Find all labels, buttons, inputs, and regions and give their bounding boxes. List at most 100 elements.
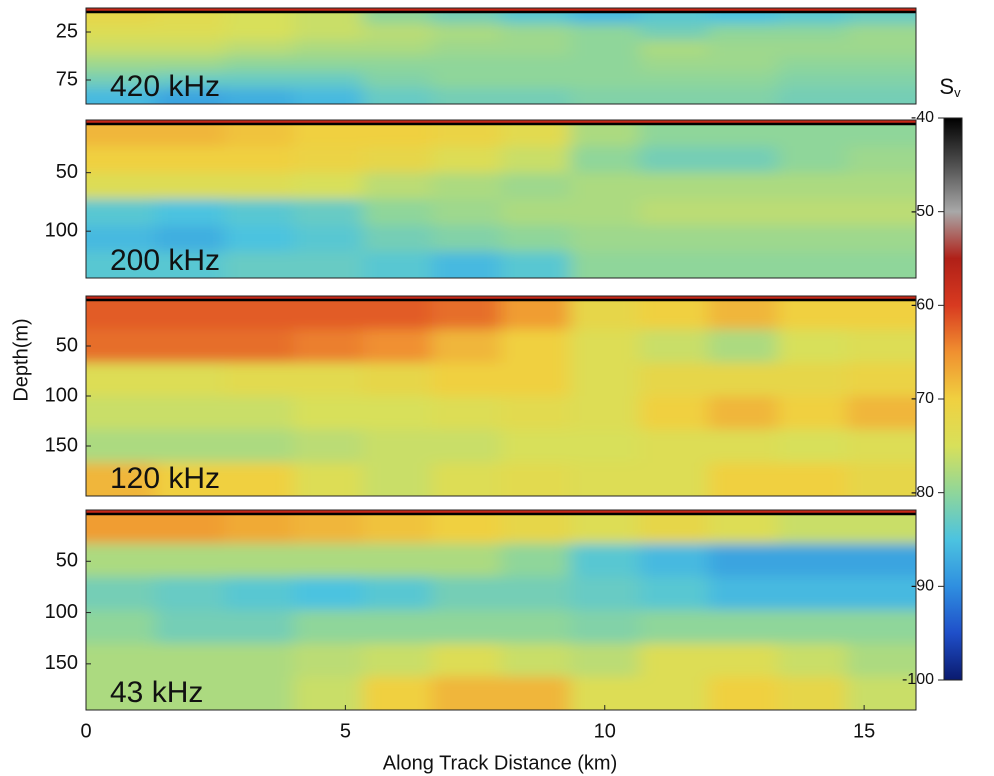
heatmap-cell bbox=[86, 296, 156, 330]
heatmap-cell bbox=[846, 676, 916, 710]
heatmap-cell bbox=[155, 329, 225, 364]
heatmap-cell bbox=[362, 146, 433, 174]
heatmap-cell bbox=[708, 329, 779, 364]
heatmap bbox=[86, 510, 916, 710]
heatmap-cell bbox=[431, 362, 502, 397]
heatmap-cell bbox=[224, 576, 294, 611]
panel-label: 120 kHz bbox=[110, 462, 220, 495]
heatmap-cell bbox=[846, 510, 916, 544]
heatmap-cell bbox=[777, 56, 848, 73]
heatmap-cell bbox=[86, 24, 156, 41]
heatmap-cell bbox=[431, 88, 502, 104]
heatmap-cell bbox=[362, 676, 433, 710]
heatmap-cell bbox=[570, 396, 640, 430]
heatmap-cell bbox=[362, 362, 433, 397]
heatmap-cell bbox=[639, 576, 709, 611]
heatmap-cell bbox=[293, 643, 364, 678]
heatmap-cell bbox=[639, 146, 709, 174]
heatmap-cell bbox=[86, 610, 156, 644]
heatmap-cell bbox=[846, 251, 916, 278]
heatmap-cell bbox=[501, 225, 571, 253]
heatmap-cell bbox=[431, 429, 502, 464]
panel-label: 43 kHz bbox=[110, 676, 203, 709]
heatmap-cell bbox=[362, 429, 433, 464]
heatmap-cell bbox=[293, 462, 364, 496]
heatmap-cell bbox=[639, 543, 709, 578]
colorbar-label: Sv bbox=[939, 74, 961, 101]
heatmap-cell bbox=[846, 225, 916, 253]
heatmap-cell bbox=[639, 643, 709, 678]
heatmap-cell bbox=[639, 610, 709, 644]
heatmap-cell bbox=[501, 172, 571, 200]
x-tick-label: 15 bbox=[853, 720, 875, 742]
heatmap-cell bbox=[224, 462, 294, 496]
heatmap-cell bbox=[431, 329, 502, 364]
heatmap-cell bbox=[501, 610, 571, 644]
heatmap-cell bbox=[777, 643, 848, 678]
heatmap-cell bbox=[708, 510, 779, 544]
heatmap-cell bbox=[777, 88, 848, 104]
heatmap-cell bbox=[777, 225, 848, 253]
heatmap-cell bbox=[846, 56, 916, 73]
heatmap-cell bbox=[639, 429, 709, 464]
heatmap-cell bbox=[431, 543, 502, 578]
heatmap-cell bbox=[293, 576, 364, 611]
heatmap-cell bbox=[155, 199, 225, 226]
heatmap-cell bbox=[639, 40, 709, 57]
heatmap-cell bbox=[501, 146, 571, 174]
heatmap-cell bbox=[846, 429, 916, 464]
heatmap-cell bbox=[777, 396, 848, 430]
heatmap-cell bbox=[293, 24, 364, 41]
heatmap-cell bbox=[431, 396, 502, 430]
surface-band bbox=[86, 296, 916, 300]
heatmap-cell bbox=[501, 199, 571, 226]
heatmap-cell bbox=[846, 462, 916, 496]
heatmap-cell bbox=[846, 199, 916, 226]
heatmap-cell bbox=[846, 24, 916, 41]
panel-frame bbox=[85, 119, 917, 279]
heatmap-cell bbox=[639, 510, 709, 544]
heatmap-cell bbox=[777, 362, 848, 397]
y-tick-label: 50 bbox=[56, 334, 78, 356]
heatmap-cell bbox=[501, 329, 571, 364]
surface-band bbox=[86, 120, 916, 124]
heatmap bbox=[86, 120, 916, 278]
heatmap-cell bbox=[846, 396, 916, 430]
heatmap-cell bbox=[777, 329, 848, 364]
heatmap-cell bbox=[362, 296, 433, 330]
heatmap-cell bbox=[501, 676, 571, 710]
heatmap-cell bbox=[708, 56, 779, 73]
heatmap-cell bbox=[639, 72, 709, 89]
heatmap-cell bbox=[777, 172, 848, 200]
heatmap-cell bbox=[708, 172, 779, 200]
heatmap-cell bbox=[639, 329, 709, 364]
heatmap-cell bbox=[155, 296, 225, 330]
x-axis-label: Along Track Distance (km) bbox=[383, 752, 618, 774]
panel bbox=[86, 510, 916, 710]
heatmap-cell bbox=[708, 146, 779, 174]
heatmap-cell bbox=[155, 429, 225, 464]
heatmap-cell bbox=[639, 225, 709, 253]
heatmap-cell bbox=[708, 72, 779, 89]
heatmap-cell bbox=[570, 56, 640, 73]
heatmap-cell bbox=[570, 199, 640, 226]
heatmap-cell bbox=[708, 396, 779, 430]
y-axis-label: Depth(m) bbox=[10, 318, 32, 401]
heatmap-cell bbox=[155, 251, 225, 278]
heatmap-cell bbox=[708, 199, 779, 226]
heatmap-cell bbox=[708, 643, 779, 678]
heatmap-cell bbox=[362, 329, 433, 364]
heatmap-cell bbox=[431, 56, 502, 73]
panel bbox=[86, 8, 916, 104]
heatmap-cell bbox=[86, 396, 156, 430]
colorbar-tick-label: -40 bbox=[911, 109, 934, 126]
heatmap-cell bbox=[224, 225, 294, 253]
heatmap-cell bbox=[501, 576, 571, 611]
colorbar-tick-label: -90 bbox=[911, 578, 934, 595]
x-tick-label: 0 bbox=[80, 720, 91, 742]
heatmap-cell bbox=[639, 172, 709, 200]
heatmap-cell bbox=[777, 72, 848, 89]
heatmap-cell bbox=[86, 676, 156, 710]
heatmap-cell bbox=[777, 429, 848, 464]
